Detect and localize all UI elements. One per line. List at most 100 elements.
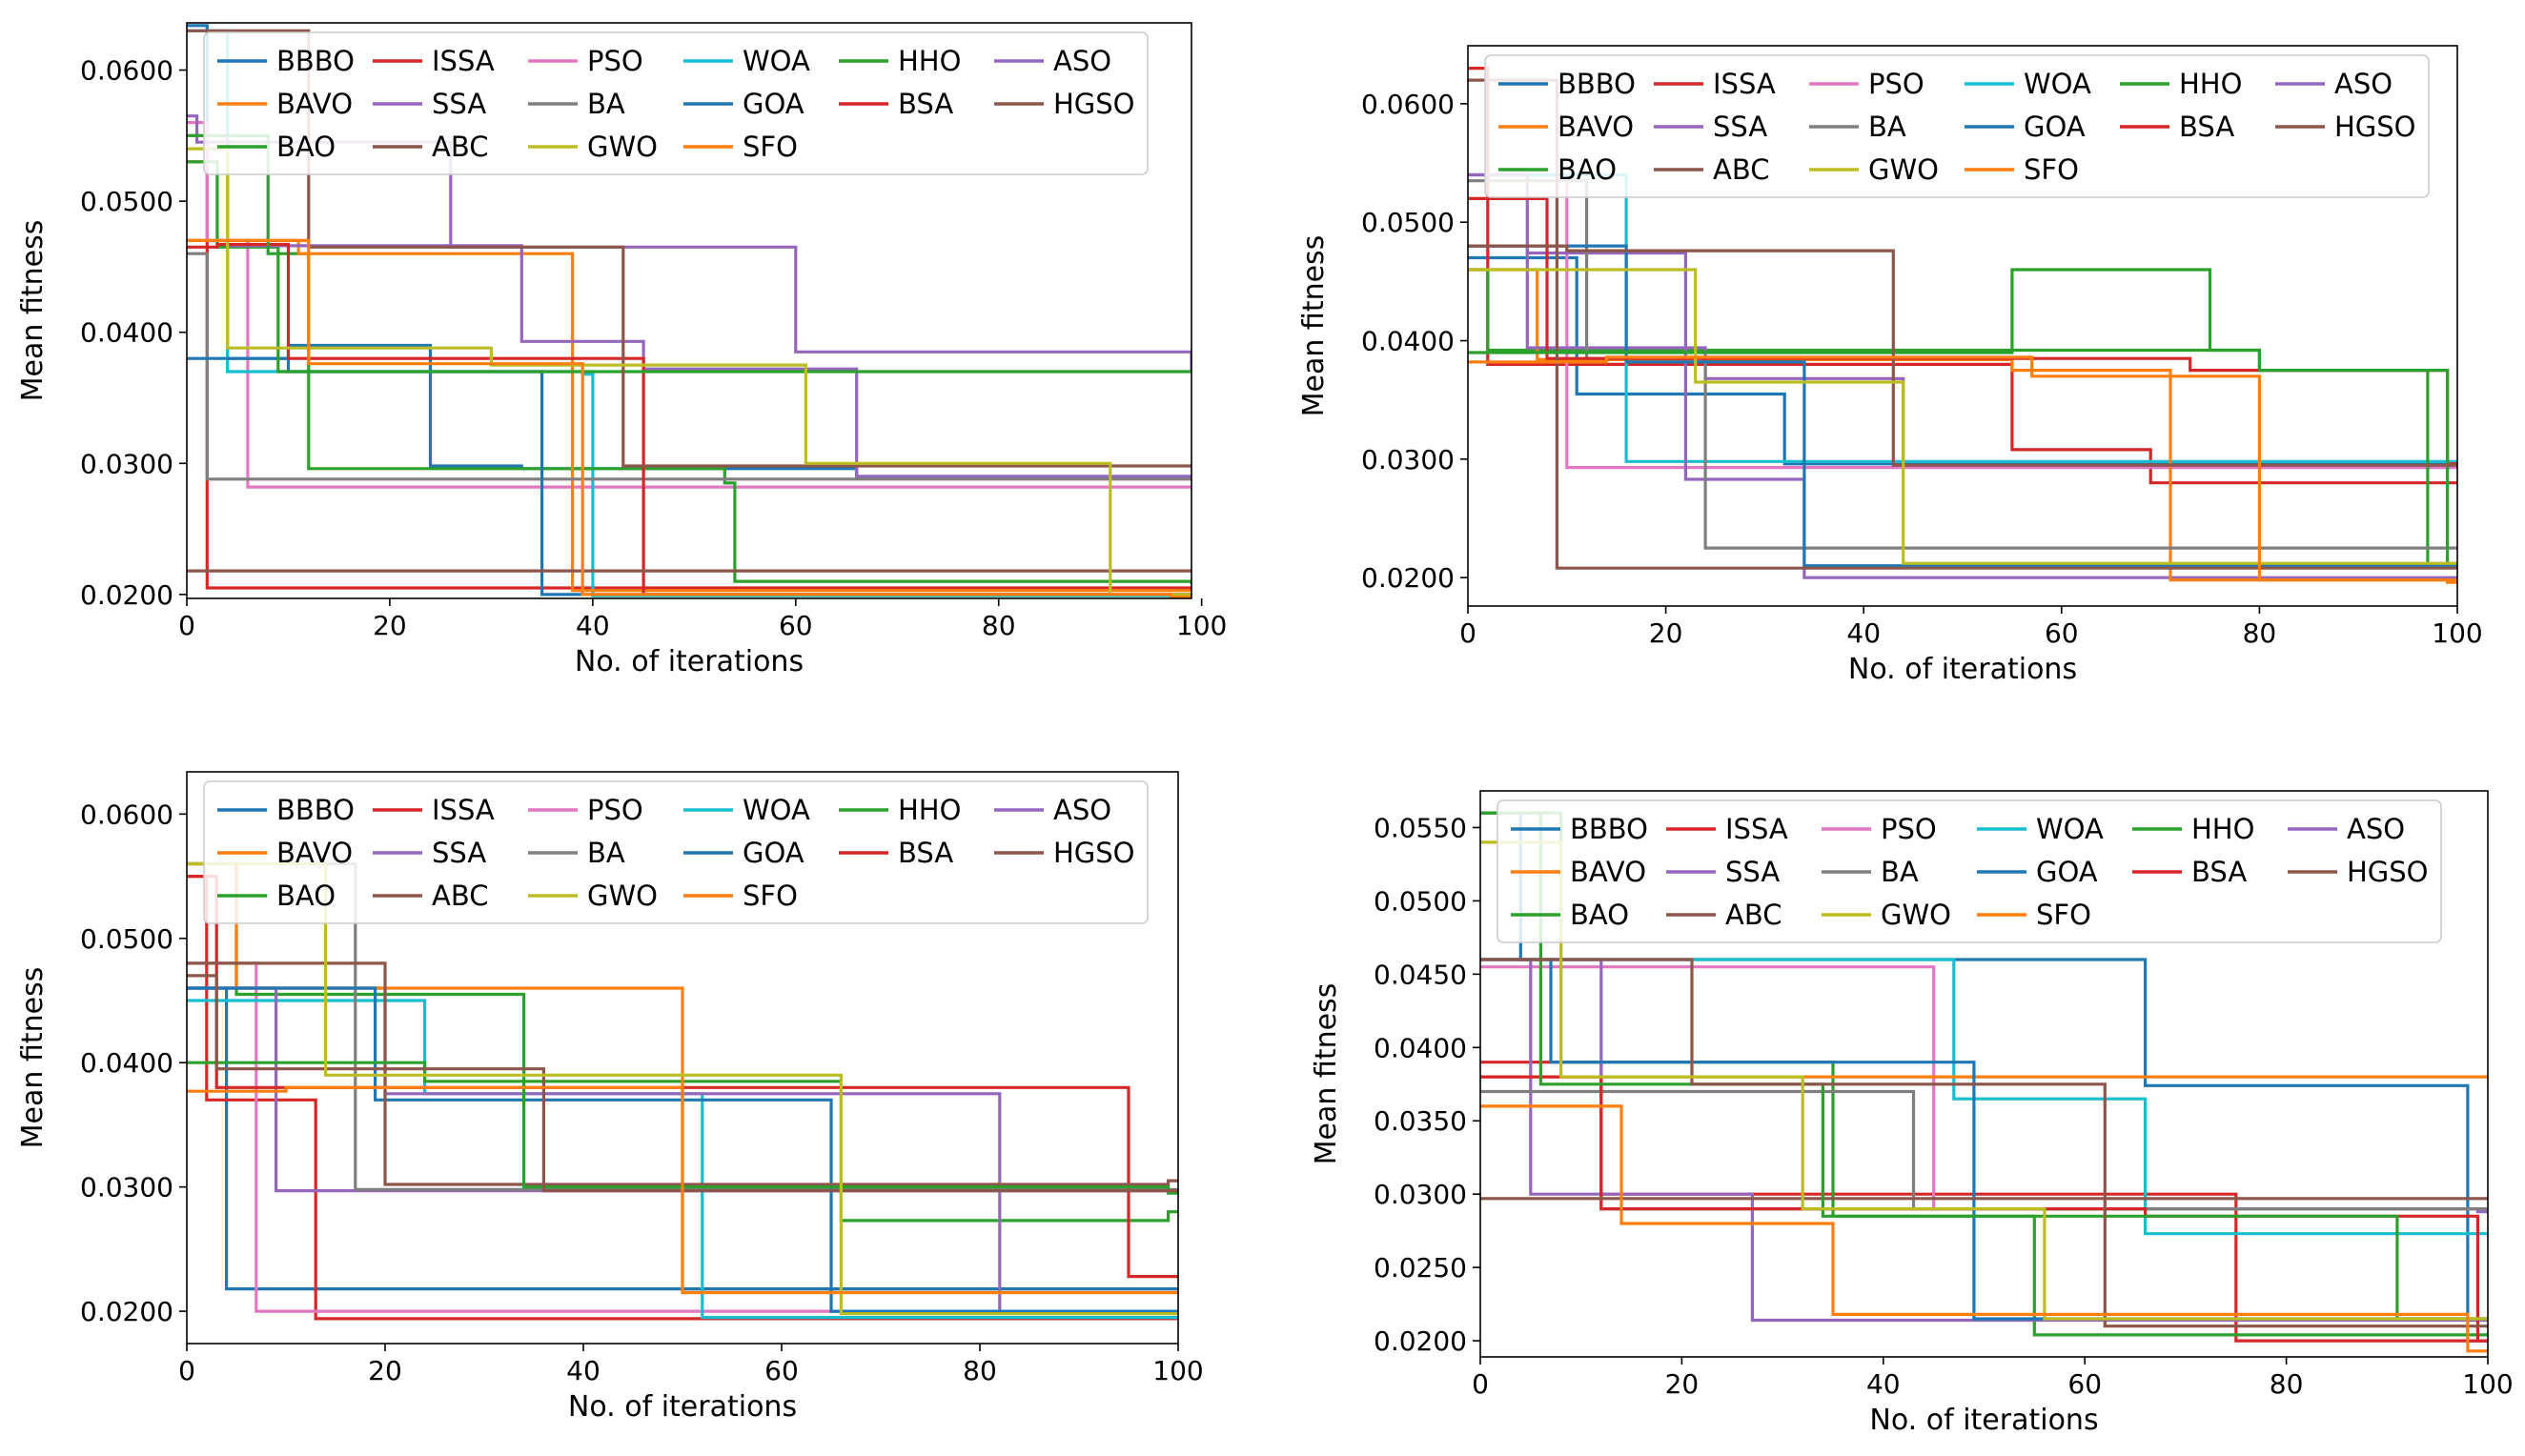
x-tick-label: 60 [2067,1368,2102,1400]
x-tick-label: 40 [566,1355,601,1386]
y-tick-label: 0.0450 [1374,959,1467,990]
subplot-top-left: 0 20 40 60 80 100 0.0200 0.0300 0.0400 0.0500 0.06… [16,22,1227,678]
svg-text:BAVO: BAVO [1570,856,1646,888]
legend-entry-woa: WOA [1977,813,2104,845]
svg-text:HGSO: HGSO [1053,88,1135,120]
legend: BBBO ISSA PSO WOA HHO ASO BAVO SSA BA GOA BSA HGSO B… [1484,54,2430,198]
series-line-sfo [1468,355,2457,584]
x-tick-label: 100 [2462,1368,2513,1400]
series-line-gwo [187,147,1191,597]
legend-entry-hgso: HGSO [994,88,1135,120]
legend-entry-hgso: HGSO [2275,111,2416,143]
x-tick-label: 0 [178,1355,195,1386]
svg-text:BAVO: BAVO [276,837,353,869]
legend-entry-woa: WOA [1965,68,2091,100]
legend-entry-sfo: SFO [1965,153,2079,186]
series-line-abc [187,29,1191,468]
svg-text:PSO: PSO [1868,68,1924,100]
legend-entry-bavo: BAVO [217,837,353,869]
series-line-bsa [1468,196,2457,466]
series-line-aso [1480,958,2488,1323]
legend-entry-bsa: BSA [2132,856,2247,888]
x-axis-label: No. of iterations [1848,653,2077,686]
svg-text:SSA: SSA [1713,111,1767,143]
x-axis-label: No. of iterations [575,645,804,678]
legend-entry-aso: ASO [994,794,1111,826]
svg-text:BSA: BSA [2191,856,2247,888]
legend-entry-sfo: SFO [683,131,798,163]
legend-entry-ba: BA [528,837,625,869]
series-line-pso [187,121,1191,489]
series-group [187,24,1191,598]
y-tick-label: 0.0300 [1374,1179,1467,1210]
series-line-gwo [1468,268,2457,565]
svg-text:PSO: PSO [587,794,643,826]
svg-text:ASO: ASO [2347,813,2405,845]
x-tick-label: 80 [2270,1368,2304,1400]
svg-text:HGSO: HGSO [2347,856,2429,888]
y-tick-label: 0.0600 [1361,89,1455,120]
legend-entry-gwo: GWO [528,131,658,163]
legend-entry-abc: ABC [1666,899,1782,931]
y-tick-label: 0.0400 [80,1047,173,1079]
series-line-bavo [187,238,1191,593]
legend-entry-sfo: SFO [683,880,798,912]
svg-text:SSA: SSA [432,88,486,120]
svg-text:PSO: PSO [1881,813,1937,845]
y-tick-label: 0.0500 [80,923,173,955]
svg-text:HHO: HHO [2191,813,2254,845]
svg-text:ISSA: ISSA [1725,813,1788,845]
svg-text:ISSA: ISSA [1713,68,1776,100]
svg-text:ABC: ABC [1713,153,1769,186]
svg-text:BSA: BSA [898,88,953,120]
x-tick-label: 100 [1176,610,1227,641]
series-line-bsa [187,242,1191,597]
svg-text:BBBO: BBBO [276,45,355,77]
series-line-abc [1480,958,2488,1328]
legend-entry-bbbo: BBBO [217,794,355,826]
svg-text:BA: BA [587,837,625,869]
series-line-abc [1468,244,2457,467]
subplot-bottom-left: 0 20 40 60 80 100 0.0200 0.0300 0.0400 0.0500 0.06… [16,771,1204,1424]
svg-text:WOA: WOA [743,45,810,77]
y-tick-label: 0.0300 [1361,444,1455,475]
legend-entry-bsa: BSA [839,837,953,869]
x-tick-label: 80 [2243,617,2277,649]
series-line-woa [1468,172,2457,463]
legend-entry-ssa: SSA [1654,111,1767,143]
y-tick-label: 0.0200 [1361,562,1455,594]
axes-frame [1479,790,2489,1358]
svg-text:GOA: GOA [743,88,804,120]
x-tick-label: 20 [373,610,407,641]
legend: BBBO ISSA PSO WOA HHO ASO BAVO SSA BA GOA BSA HGSO B… [1497,799,2442,943]
series-line-ba [187,252,1191,481]
svg-text:GWO: GWO [587,131,658,163]
x-axis-label: No. of iterations [568,1390,797,1424]
y-tick-label: 0.0550 [1374,812,1467,843]
legend-entry-bsa: BSA [2120,111,2234,143]
y-tick-label: 0.0600 [80,799,173,830]
x-tick-label: 60 [764,1355,799,1386]
svg-text:HGSO: HGSO [1053,837,1135,869]
legend-entry-bao: BAO [1511,899,1629,931]
series-line-bavo [1468,268,2457,582]
series-line-pso [1468,172,2457,470]
y-axis-label: Mean fitness [16,220,50,402]
y-tick-label: 0.0600 [80,55,173,87]
legend-entry-bbbo: BBBO [217,45,355,77]
legend-entry-bbbo: BBBO [1511,813,1648,845]
x-tick-label: 0 [178,610,195,641]
legend-entry-sfo: SFO [1977,899,2091,931]
legend-entry-pso: PSO [1822,813,1937,845]
legend-entry-issa: ISSA [1666,813,1788,845]
subplot-bottom-right: 0 20 40 60 80 100 0.0200 0.0250 0.0300 0.0350 0.04… [1310,790,2514,1437]
svg-text:SFO: SFO [743,131,798,163]
legend-entry-ssa: SSA [373,837,486,869]
svg-text:SSA: SSA [1725,856,1780,888]
legend-entry-gwo: GWO [1809,153,1939,186]
y-tick-label: 0.0500 [1361,207,1455,238]
series-line-issa [187,160,1191,590]
legend-entry-goa: GOA [1965,111,2086,143]
series-line-goa [1468,244,2457,568]
